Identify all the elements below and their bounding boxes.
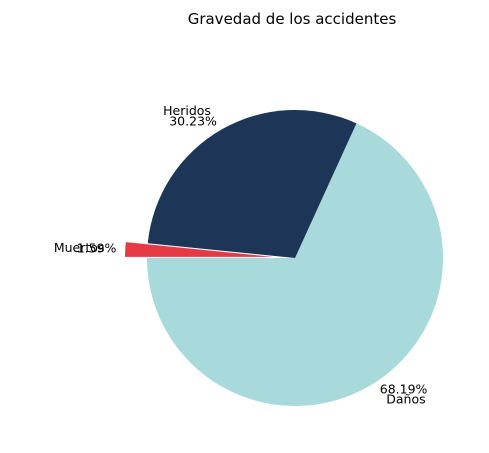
pie-category-label-2: Heridos bbox=[163, 103, 211, 118]
pie-slice-1 bbox=[147, 123, 443, 406]
pie-value-label-2: 30.23% bbox=[169, 114, 217, 129]
pie-slices bbox=[125, 110, 443, 406]
pie-category-label-3: Muertos bbox=[54, 240, 105, 255]
pie-value-label-3: 1.59% bbox=[77, 241, 117, 256]
pie-slice-2 bbox=[147, 110, 357, 258]
pie-category-label-1: Daños bbox=[386, 391, 425, 406]
pie-value-label-1: 68.19% bbox=[380, 381, 428, 396]
pie-slice-3 bbox=[125, 242, 274, 257]
chart-title: Gravedad de los accidentes bbox=[188, 10, 397, 28]
